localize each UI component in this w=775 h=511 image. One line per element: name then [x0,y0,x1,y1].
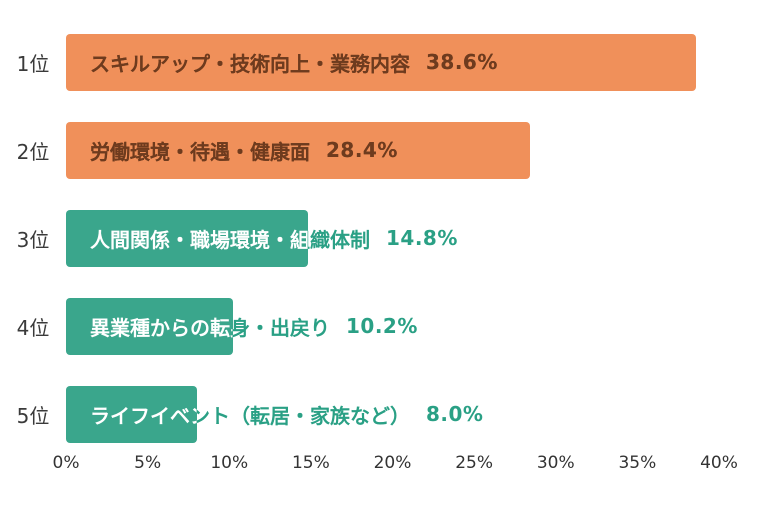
x-axis-tick-label: 25% [455,453,494,473]
bar-value: 14.8% [386,226,458,250]
bar-row: 1位 スキルアップ・技術向上・業務内容 38.6% スキルアップ・技術向上・業務… [0,18,775,106]
bar [66,297,233,355]
x-axis: 0% 5% 10% 15% 20% 25% 30% 35% 40% [53,453,738,481]
bar-track: スキルアップ・技術向上・業務内容 38.6% スキルアップ・技術向上・業務内容 … [66,33,719,91]
x-axis-tick-label: 20% [373,453,412,473]
bar-row: 4位 異業種からの転身・出戻り 10.2% 異業種からの転身・出戻り 10.2% [0,282,775,370]
rank-label: 1位 [16,51,50,76]
bar [66,33,697,91]
bar-track: 人間関係・職場環境・組織体制 14.8% 人間関係・職場環境・組織体制 14.8… [66,209,719,267]
bar-track: 異業種からの転身・出戻り 10.2% 異業種からの転身・出戻り 10.2% [66,297,719,355]
bar-value: 10.2% [346,314,418,338]
bar-row: 2位 労働環境・待遇・健康面 28.4% 労働環境・待遇・健康面 28.4% [0,106,775,194]
rank-label: 3位 [16,227,50,252]
x-axis-tick-label: 10% [210,453,249,473]
rank-label: 5位 [16,403,50,428]
bar-track: ライフイベント（転居・家族など） 8.0% ライフイベント（転居・家族など） 8… [66,385,719,443]
bar-rows: 1位 スキルアップ・技術向上・業務内容 38.6% スキルアップ・技術向上・業務… [0,18,775,458]
x-axis-tick-label: 40% [700,453,738,473]
bar-value-inside: 8.0% [426,402,484,426]
bar-value-inside: 10.2% [346,314,418,338]
bar-value: 8.0% [426,402,484,426]
x-axis-tick-label: 30% [536,453,575,473]
bar-row: 5位 ライフイベント（転居・家族など） 8.0% ライフイベント（転居・家族など… [0,370,775,458]
rank-label: 2位 [16,139,50,164]
x-axis-tick-label: 5% [134,453,162,473]
x-axis-tick-label: 15% [291,453,330,473]
bar [66,385,197,443]
rank-label: 4位 [16,315,50,340]
bar [66,121,530,179]
bar-value-inside: 14.8% [386,226,458,250]
bar [66,209,308,267]
x-axis-tick-label: 35% [618,453,657,473]
x-axis-tick-label: 0% [52,453,80,473]
bar-track: 労働環境・待遇・健康面 28.4% 労働環境・待遇・健康面 28.4% [66,121,719,179]
bar-row: 3位 人間関係・職場環境・組織体制 14.8% 人間関係・職場環境・組織体制 1… [0,194,775,282]
